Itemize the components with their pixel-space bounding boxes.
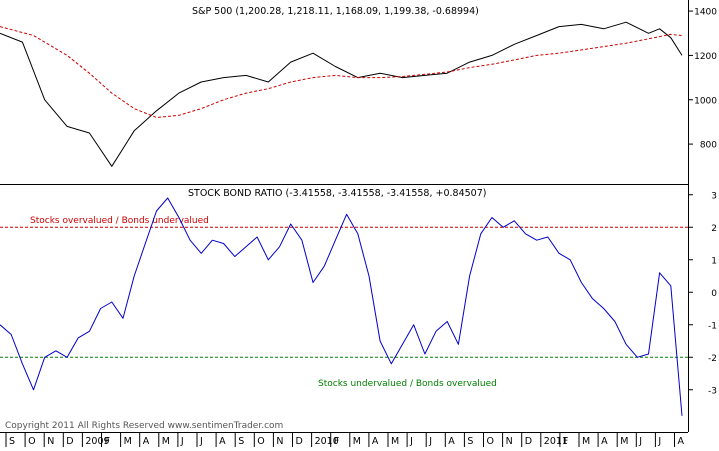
x-tick-label: O: [28, 436, 35, 447]
x-tick-label: J: [657, 436, 661, 447]
x-tick-label: F: [105, 436, 110, 447]
x-tick-label: 2009: [85, 436, 109, 447]
x-tick-label: A: [601, 436, 608, 447]
x-tick-label: J: [409, 436, 413, 447]
x-tick-label: J: [638, 436, 642, 447]
x-tick-label: M: [162, 436, 170, 447]
sp500-plot-area: [0, 0, 688, 184]
sp500-series-group: [0, 21, 683, 167]
x-tick-label: M: [391, 436, 399, 447]
sp500-panel: S&P 500 (1,200.28, 1,218.11, 1,168.09, 1…: [0, 0, 717, 184]
x-tick-label: A: [678, 436, 685, 447]
x-tick-label: N: [276, 436, 283, 447]
overvalued-annotation: Stocks overvalued / Bonds undervalued: [30, 216, 209, 226]
x-tick-label: D: [525, 436, 532, 447]
x-tick-label: J: [428, 436, 432, 447]
sp500-title: S&P 500 (1,200.28, 1,218.11, 1,168.09, 1…: [192, 6, 479, 17]
ratio-y-tick-label: 2: [711, 224, 717, 234]
x-tick-label: O: [487, 436, 494, 447]
ratio-series-group: [0, 197, 683, 416]
x-tick-label: S: [238, 436, 244, 447]
x-tick-label: F: [334, 436, 339, 447]
x-tick-label: S: [9, 436, 15, 447]
ratio-y-tick-label: 0: [711, 289, 717, 299]
x-tick-label: M: [582, 436, 590, 447]
ratio-y-tick-label: 1: [711, 256, 717, 266]
x-tick-label: 2011: [544, 436, 568, 447]
x-tick-label: M: [620, 436, 628, 447]
x-tick-label: S: [467, 436, 473, 447]
ratio-y-tick-label: -2: [708, 354, 717, 364]
x-tick-label: F: [563, 436, 568, 447]
x-tick-label: A: [143, 436, 150, 447]
ratio-y-tick-label: -1: [708, 321, 717, 331]
x-tick-label: J: [199, 436, 203, 447]
ratio-title: STOCK BOND RATIO (-3.41558, -3.41558, -3…: [188, 188, 486, 199]
x-tick-label: A: [448, 436, 455, 447]
sp500-y-tick-label: 1000: [694, 96, 717, 106]
x-tick-label: D: [66, 436, 73, 447]
sp500-y-tick-label: 1400: [694, 8, 717, 18]
ratio-y-tick-label: 3: [711, 191, 717, 201]
ratio-series-line-0: [0, 197, 683, 416]
x-tick-label: M: [353, 436, 361, 447]
x-tick-label: A: [219, 436, 226, 447]
x-tick-label: J: [180, 436, 184, 447]
sp500-series-line-1: [0, 26, 683, 118]
x-tick-label: O: [257, 436, 264, 447]
x-tick-label: N: [506, 436, 513, 447]
sp500-y-tick-label: 800: [700, 141, 717, 151]
x-tick-label: D: [296, 436, 303, 447]
x-tick-label: N: [47, 436, 54, 447]
copyright-notice: Copyright 2011 All Rights Reserved www.s…: [5, 421, 283, 431]
x-tick-label: 2010: [315, 436, 339, 447]
sp500-y-tick-label: 1200: [694, 52, 717, 62]
x-tick-label: A: [372, 436, 379, 447]
x-tick-label: M: [124, 436, 132, 447]
undervalued-annotation: Stocks undervalued / Bonds overvalued: [318, 379, 497, 389]
ratio-y-tick-label: -3: [708, 386, 717, 396]
